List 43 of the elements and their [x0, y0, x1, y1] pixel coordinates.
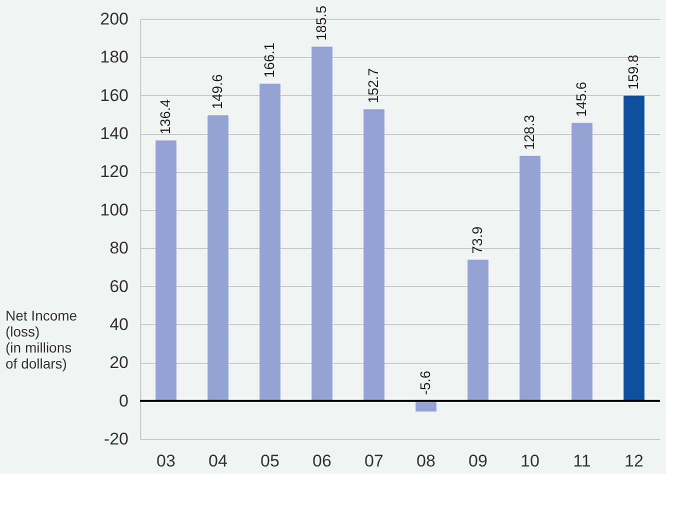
data-label: 73.9: [469, 226, 485, 254]
x-tick-label: 07: [364, 452, 384, 470]
y-tick-label: 0: [119, 391, 128, 410]
y-axis-title: Net Income (loss) (in millions of dollars): [6, 308, 78, 372]
x-tick-label: 10: [520, 452, 540, 470]
bar: [208, 115, 228, 401]
x-tick-label: 03: [156, 452, 176, 470]
y-tick-label: 60: [110, 276, 128, 296]
bar: [156, 140, 176, 401]
data-label: 136.4: [157, 99, 173, 134]
data-label: 166.1: [261, 42, 277, 78]
y-tick-label: 160: [100, 86, 128, 105]
x-tick-label: 11: [573, 452, 591, 470]
bar: [624, 96, 644, 401]
y-tick-label: 200: [100, 10, 128, 28]
bar: [364, 109, 384, 401]
x-tick-label: 12: [624, 452, 644, 470]
bar: [468, 260, 488, 401]
x-tick-label: 06: [312, 452, 332, 470]
x-tick-label: 08: [416, 452, 436, 470]
y-tick-label: 120: [100, 162, 128, 182]
x-tick-label: 09: [468, 452, 488, 470]
bar: [572, 122, 592, 401]
data-label: 185.5: [313, 5, 329, 41]
data-label: 145.6: [573, 82, 589, 117]
data-label: -5.6: [417, 370, 433, 395]
y-tick-label: -20: [104, 430, 128, 448]
data-label: 159.8: [625, 54, 641, 90]
bar: [312, 46, 332, 401]
bar: [520, 156, 540, 401]
x-tick-label: 05: [260, 452, 280, 470]
bar: [416, 400, 436, 412]
y-tick-label: 180: [100, 48, 128, 67]
y-tick-label: 100: [100, 200, 128, 220]
data-label: 152.7: [365, 68, 381, 104]
data-label: 149.6: [209, 74, 225, 110]
bar: [260, 84, 280, 401]
data-label: 128.3: [521, 114, 537, 150]
x-tick-label: 04: [208, 452, 228, 470]
y-tick-label: 80: [110, 238, 128, 258]
y-tick-label: 140: [100, 124, 128, 144]
y-tick-label: 40: [110, 314, 128, 334]
y-tick-label: 20: [110, 353, 128, 372]
